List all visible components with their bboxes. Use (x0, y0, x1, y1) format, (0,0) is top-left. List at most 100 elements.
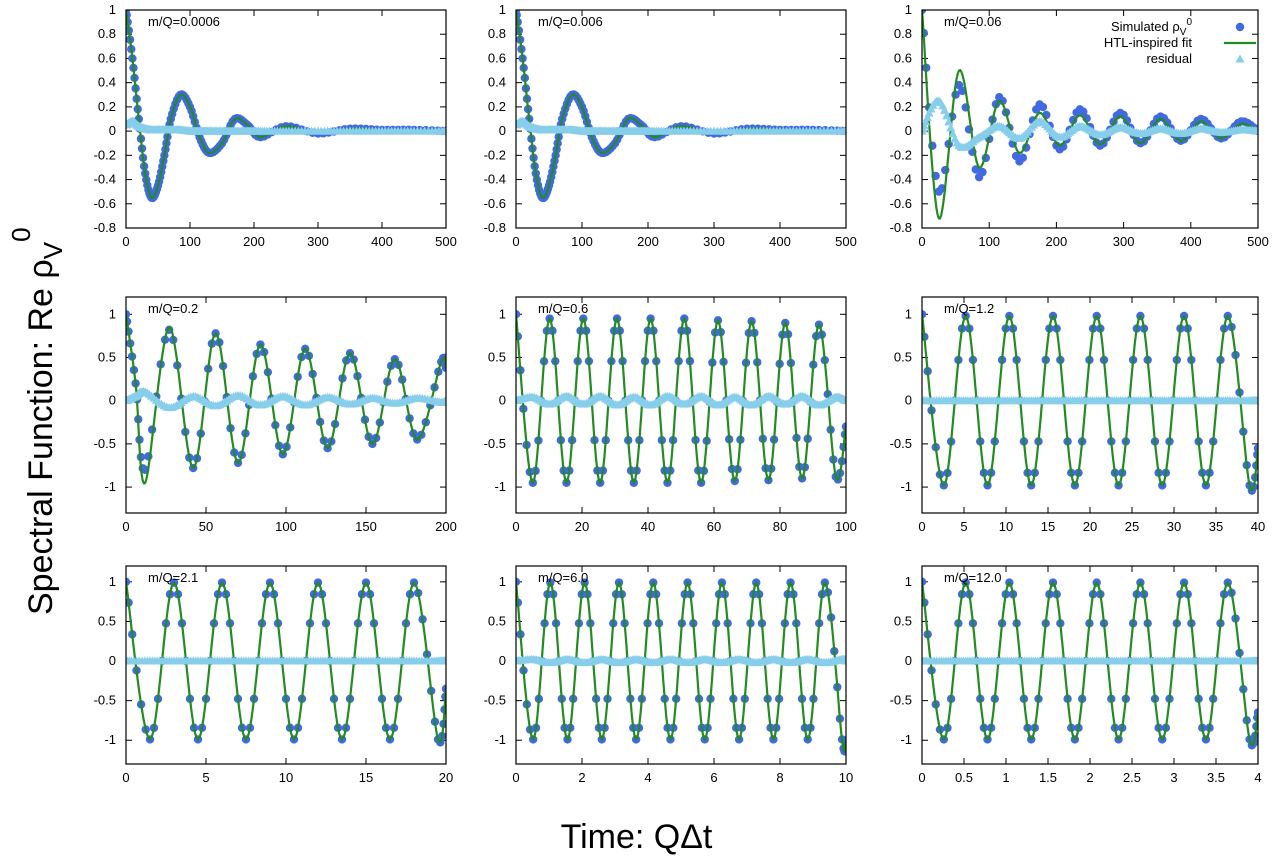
residual-point (922, 117, 931, 126)
y-tick-label: 0 (499, 393, 506, 408)
panel-title: m/Q=1.2 (944, 301, 994, 316)
x-tick-label: 0 (918, 770, 925, 785)
y-axis-label-sup: 0 (6, 227, 36, 241)
y-tick-label: 0.2 (894, 99, 912, 114)
y-tick-label: -1 (900, 479, 912, 494)
panel-title: m/Q=2.1 (148, 570, 198, 585)
x-tick-label: 200 (243, 234, 265, 249)
residual-point (922, 126, 927, 135)
x-tick-label: 0 (122, 519, 129, 534)
y-tick-label: 0.5 (488, 349, 506, 364)
x-tick-label: 400 (769, 234, 791, 249)
x-tick-label: 2 (1086, 770, 1093, 785)
panel-frame (125, 565, 447, 765)
y-tick-label: 0.4 (894, 75, 912, 90)
panel-title: m/Q=12.0 (944, 570, 1001, 585)
y-tick-label: 0 (905, 653, 912, 668)
fit-line (126, 314, 446, 486)
simulated-point (1038, 102, 1048, 112)
fit-line (516, 314, 846, 486)
y-tick-label: -0.5 (890, 436, 912, 451)
y-tick-label: 0 (499, 123, 506, 138)
residual-point (924, 108, 934, 117)
y-tick-label: 0.2 (98, 99, 116, 114)
panel-frame (515, 565, 847, 765)
y-tick-label: 0.8 (894, 26, 912, 41)
fit-line (922, 580, 1258, 747)
legend-label: HTL-inspired fit (1104, 35, 1193, 50)
x-tick-label: 40 (1251, 519, 1265, 534)
panel-3: 0 100 200 300 400 500 -0.8 -0.6 -0.4 -0.2 0 0.2 0.4 0… (890, 2, 1269, 249)
x-tick-label: 25 (1125, 519, 1139, 534)
y-tick-label: 1 (905, 574, 912, 589)
y-axis-label-sub: V (38, 241, 68, 259)
y-axis-label: Spectral Function: Re ρV0 (0, 190, 70, 620)
panel-1: 0 100 200 300 400 500 -0.8 -0.6 -0.4 -0.2 0 0.2 0.4 0… (94, 2, 457, 249)
residual-point (946, 123, 956, 132)
plot-area (126, 10, 446, 203)
y-tick-label: 0.8 (488, 26, 506, 41)
y-tick-label: 0.5 (98, 613, 116, 628)
residual-point (942, 111, 952, 120)
x-tick-label: 10 (999, 519, 1013, 534)
x-tick-label: 400 (1180, 234, 1202, 249)
panel-title: m/Q=0.006 (538, 14, 603, 29)
y-tick-label: -0.2 (890, 147, 912, 162)
x-axis-label: Time: QΔt (560, 818, 713, 856)
x-tick-label: 15 (1041, 519, 1055, 534)
x-tick-label: 15 (359, 770, 373, 785)
y-tick-label: -0.5 (890, 693, 912, 708)
legend-marker-circle (1235, 22, 1245, 32)
plot-area (922, 310, 1258, 495)
residual-point (441, 126, 446, 135)
panel-title: m/Q=0.06 (944, 14, 1001, 29)
x-tick-label: 400 (371, 234, 393, 249)
residual-point (922, 113, 932, 122)
y-tick-label: -0.4 (94, 172, 116, 187)
y-tick-label: 1 (109, 306, 116, 321)
y-tick-label: 1 (109, 574, 116, 589)
y-tick-label: 0.2 (488, 99, 506, 114)
x-tick-label: 500 (1247, 234, 1269, 249)
y-tick-label: 1 (499, 2, 506, 17)
x-tick-label: 100 (571, 234, 593, 249)
x-tick-label: 4 (644, 770, 651, 785)
x-tick-label: 2.5 (1123, 770, 1141, 785)
y-tick-label: 0.5 (98, 349, 116, 364)
y-tick-label: -0.8 (94, 220, 116, 235)
x-tick-label: 1.5 (1039, 770, 1057, 785)
x-tick-label: 20 (439, 770, 453, 785)
y-tick-label: 0 (905, 123, 912, 138)
residual-point (841, 126, 846, 135)
panel-title: m/Q=6.0 (538, 570, 588, 585)
residual-point (841, 396, 846, 405)
y-tick-label: 0 (499, 653, 506, 668)
y-tick-label: -0.8 (890, 220, 912, 235)
y-tick-label: 1 (499, 574, 506, 589)
panel-title: m/Q=0.0006 (148, 14, 220, 29)
residual-point (1253, 656, 1258, 665)
panel-frame (921, 565, 1259, 765)
plot-area (516, 577, 846, 756)
y-tick-label: -0.4 (890, 172, 912, 187)
x-tick-label: 0 (918, 519, 925, 534)
plot-area (922, 577, 1258, 750)
y-tick-label: -0.6 (94, 196, 116, 211)
legend-marker-triangle (1235, 54, 1245, 63)
x-tick-label: 300 (307, 234, 329, 249)
x-tick-label: 8 (776, 770, 783, 785)
x-tick-label: 3.5 (1207, 770, 1225, 785)
x-tick-label: 6 (710, 770, 717, 785)
y-tick-label: -0.6 (484, 196, 506, 211)
x-tick-label: 1 (1002, 770, 1009, 785)
y-tick-label: 0.4 (488, 75, 506, 90)
x-tick-label: 300 (1113, 234, 1135, 249)
x-tick-label: 80 (773, 519, 787, 534)
x-tick-label: 40 (641, 519, 655, 534)
y-tick-label: -0.8 (484, 220, 506, 235)
x-tick-label: 5 (202, 770, 209, 785)
y-tick-label: 0 (109, 653, 116, 668)
panel-frame (515, 9, 847, 229)
panel-frame (921, 9, 1259, 229)
